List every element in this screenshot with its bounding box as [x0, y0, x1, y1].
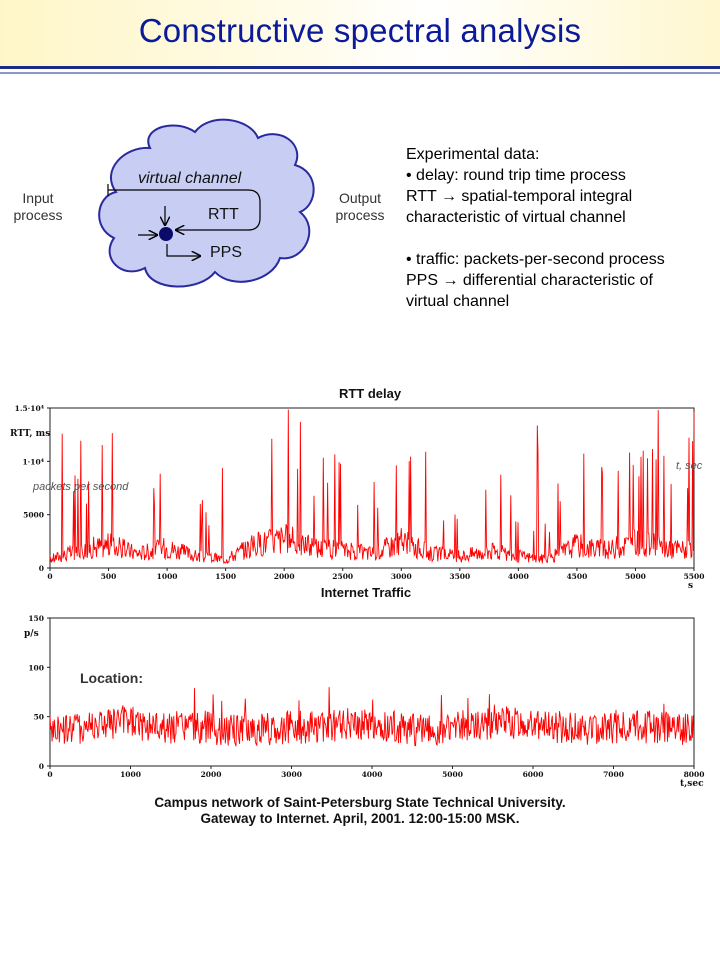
charts-area: RTT delay 0 500 1000 1500 2000 2500 3000 3500 40…	[10, 386, 704, 789]
traffic-ytick-label: 150	[28, 614, 44, 623]
traffic-xtick-label: 0	[47, 770, 52, 779]
rtt-ytick-label: 1·10⁴	[22, 457, 44, 466]
note-line: virtual channel	[406, 293, 510, 310]
title-rule	[0, 66, 720, 69]
rtt-xtick-label: 1500	[215, 572, 236, 581]
note-line: characteristic of virtual channel	[406, 209, 626, 226]
traffic-xtick-label: 2000	[201, 770, 222, 779]
rtt-xtick-label: 0	[47, 572, 52, 581]
pps-label: PPS	[210, 244, 243, 261]
traffic-ytick-label: 0	[39, 762, 44, 771]
note-line: • delay: round trip time process	[406, 167, 626, 184]
traffic-series-line	[49, 687, 695, 747]
traffic-xtick-label: 3000	[281, 770, 302, 779]
traffic-chart-title: Internet Traffic	[321, 585, 411, 600]
traffic-plot-frame	[49, 617, 695, 767]
caption-line-1: Campus network of Saint-Petersburg State…	[154, 795, 566, 810]
traffic-xtick-label: 8000	[684, 770, 705, 779]
traffic-xtick-label: 6000	[523, 770, 544, 779]
rtt-xtick-label: 3500	[449, 572, 470, 581]
experimental-notes: Experimental data: • delay: round trip t…	[406, 144, 718, 312]
rtt-xtick-label: 3000	[391, 572, 412, 581]
rtt-xtick-label: 4000	[508, 572, 529, 581]
rtt-xtick-label: 500	[101, 572, 117, 581]
note-line: RTT → spatial-temporal integral	[406, 188, 633, 205]
input-process-label: Input process	[13, 190, 63, 223]
rtt-ytick-label: 5000	[23, 511, 44, 520]
traffic-chart: Internet Traffic 0 1000 2000 3000 4000 5000 60…	[24, 585, 704, 789]
measurement-node	[159, 227, 173, 241]
rtt-loop	[108, 189, 261, 230]
packets-per-second-overlay: packets per second	[33, 481, 129, 493]
rtt-ytick-label: 0	[39, 564, 44, 573]
rtt-xtick-label: 1000	[157, 572, 178, 581]
channel-diagram	[98, 118, 315, 288]
rtt-xtick-label: 5500	[684, 572, 705, 581]
traffic-xtick-label: 7000	[603, 770, 624, 779]
rtt-series-line	[49, 409, 695, 565]
traffic-xtick-label: 5000	[442, 770, 463, 779]
rtt-xtick-label: 2500	[332, 572, 353, 581]
rtt-chart-title: RTT delay	[339, 386, 402, 401]
rtt-ytick-label: 1.5·10⁴	[15, 404, 45, 413]
traffic-ytick-label: 100	[28, 663, 44, 672]
t-sec-overlay: t, sec	[676, 460, 703, 472]
rtt-chart: RTT delay 0 500 1000 1500 2000 2500 3000 3500 40…	[10, 386, 704, 591]
title-rule-thin	[0, 72, 720, 74]
traffic-ylabel: p/s	[24, 629, 39, 639]
note-line: Experimental data:	[406, 146, 540, 163]
caption-line-2: Gateway to Internet. April, 2001. 12:00-…	[200, 811, 520, 826]
traffic-xtick-label: 4000	[362, 770, 383, 779]
rtt-label: RTT	[208, 206, 239, 223]
output-process-label: Output process	[335, 190, 385, 223]
traffic-ytick-label: 50	[34, 713, 44, 722]
rtt-ylabel: RTT, ms	[10, 429, 50, 439]
title-band	[0, 0, 720, 66]
note-line: PPS → differential characteristic of	[406, 272, 653, 289]
traffic-xtick-label: 1000	[120, 770, 141, 779]
rtt-xlabel: s	[688, 581, 693, 591]
rtt-xtick-label: 4500	[566, 572, 587, 581]
cloud-shape	[98, 118, 315, 288]
rtt-xtick-label: 2000	[274, 572, 295, 581]
rtt-xtick-label: 5000	[625, 572, 646, 581]
location-overlay: Location:	[80, 670, 143, 686]
traffic-xlabel: t,sec	[680, 779, 704, 789]
slide-title: Constructive spectral analysis	[138, 12, 582, 49]
virtual-channel-label: virtual channel	[138, 170, 242, 187]
note-line: • traffic: packets-per-second process	[406, 251, 665, 268]
